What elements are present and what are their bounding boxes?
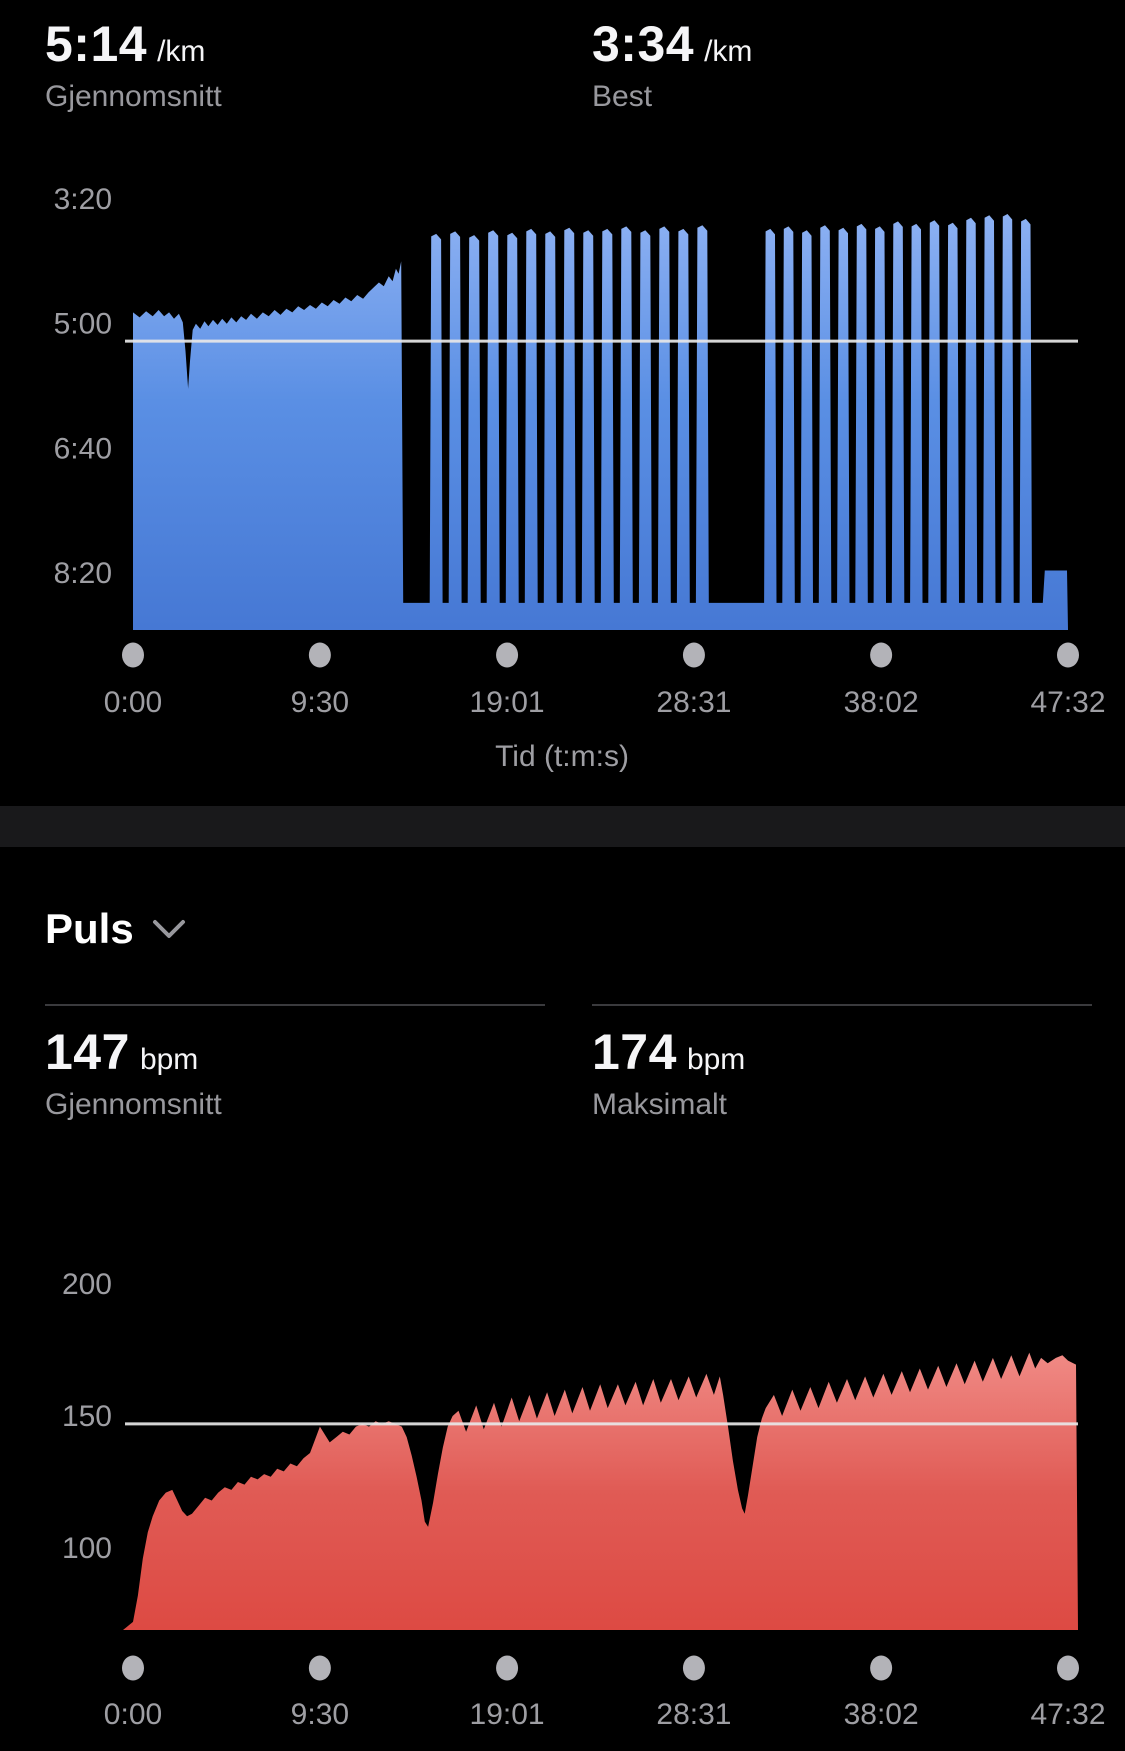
x-axis-dot xyxy=(122,1655,144,1681)
pace-best-stat: 3:34 /km Best xyxy=(592,14,752,114)
y-tick-label: 8:20 xyxy=(54,557,112,590)
hr-average-value: 147 xyxy=(45,1024,130,1080)
pace-best-label: Best xyxy=(592,80,653,113)
x-axis-dot xyxy=(682,642,705,668)
x-tick-label: 0:00 xyxy=(104,1698,162,1731)
x-axis-title: Tid (t:m:s) xyxy=(495,740,629,773)
x-tick-label: 9:30 xyxy=(291,1698,349,1731)
hr-max-unit: bpm xyxy=(686,1043,746,1076)
pulse-title: Puls xyxy=(45,905,134,952)
area-series xyxy=(133,214,1068,630)
pace-chart[interactable]: 3:20 5:00 6:40 8:20 0:00 9:30 19:01 28:31 38:02 4… xyxy=(0,150,1125,780)
x-tick-label: 28:31 xyxy=(656,686,731,719)
x-axis-dot xyxy=(496,642,519,668)
y-tick-label: 5:00 xyxy=(54,308,112,341)
heart-rate-chart[interactable]: 200 150 100 0:00 9:30 19:01 28:31 38:02 47:32 xyxy=(0,1150,1125,1751)
y-tick-label: 150 xyxy=(62,1400,112,1433)
pace-average-stat: 5:14 /km Gjennomsnitt xyxy=(45,14,222,114)
pulse-stat-divider-right xyxy=(592,1004,1092,1006)
pulse-stat-divider-left xyxy=(45,1004,545,1006)
hr-max-stat: 174 bpm Maksimalt xyxy=(592,1022,745,1122)
y-tick-label: 200 xyxy=(62,1268,112,1301)
x-tick-label: 9:30 xyxy=(291,686,349,719)
y-tick-label: 100 xyxy=(62,1532,112,1565)
y-tick-label: 3:20 xyxy=(54,183,112,216)
hr-average-label: Gjennomsnitt xyxy=(45,1088,222,1121)
x-axis-dot xyxy=(1057,1655,1079,1681)
pace-average-label: Gjennomsnitt xyxy=(45,80,222,113)
pulse-metric-dropdown[interactable]: Puls xyxy=(45,905,186,953)
x-tick-label: 19:01 xyxy=(470,686,545,719)
x-tick-label: 19:01 xyxy=(470,1698,545,1731)
hr-max-label: Maksimalt xyxy=(592,1088,728,1121)
hr-max-value: 174 xyxy=(592,1024,677,1080)
chevron-down-icon xyxy=(152,918,186,940)
x-tick-label: 47:32 xyxy=(1030,686,1105,719)
pace-average-unit: /km xyxy=(157,35,206,68)
area-series xyxy=(123,1352,1078,1630)
x-axis-dot xyxy=(870,1655,893,1681)
x-axis-dot xyxy=(122,642,144,668)
x-tick-label: 38:02 xyxy=(844,686,919,719)
pace-average-value: 5:14 xyxy=(45,16,148,72)
pace-best-unit: /km xyxy=(704,35,753,68)
pace-best-value: 3:34 xyxy=(592,16,695,72)
x-axis-dot xyxy=(870,642,893,668)
x-axis-dot xyxy=(308,642,331,668)
section-divider xyxy=(0,806,1125,847)
x-axis-dot xyxy=(496,1655,519,1681)
x-axis-dot xyxy=(1057,642,1079,668)
x-axis-dot xyxy=(682,1655,705,1681)
hr-average-unit: bpm xyxy=(139,1043,199,1076)
x-tick-label: 28:31 xyxy=(656,1698,731,1731)
x-axis-dot xyxy=(308,1655,331,1681)
x-tick-label: 0:00 xyxy=(104,686,162,719)
hr-average-stat: 147 bpm Gjennomsnitt xyxy=(45,1022,222,1122)
x-tick-label: 38:02 xyxy=(844,1698,919,1731)
x-tick-label: 47:32 xyxy=(1030,1698,1105,1731)
y-tick-label: 6:40 xyxy=(54,432,112,465)
